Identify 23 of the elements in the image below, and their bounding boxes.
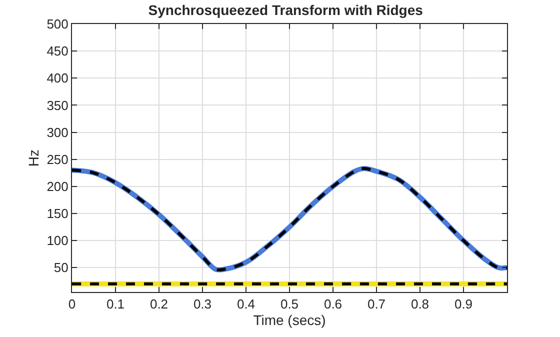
x-tick-label: 0.4 — [236, 296, 256, 312]
x-tick-label: 0.2 — [150, 296, 168, 312]
x-tick-label: 0.7 — [367, 296, 386, 312]
y-axis-title: Hz — [25, 149, 42, 167]
x-tick-label: 0.6 — [324, 296, 342, 312]
y-tick-label: 200 — [46, 178, 68, 194]
x-tick-label: 0.5 — [280, 296, 299, 312]
x-tick-label: 0.9 — [454, 296, 473, 312]
y-tick-label: 50 — [54, 260, 68, 276]
y-tick-label: 500 — [46, 16, 68, 32]
x-tick-label: 0.8 — [410, 296, 430, 312]
x-axis-title: Time (secs) — [253, 312, 326, 328]
y-tick-label: 350 — [46, 98, 68, 113]
y-tick-label: 400 — [46, 70, 68, 86]
y-tick-label: 100 — [46, 233, 68, 248]
y-tick-label: 300 — [46, 124, 68, 140]
y-tick-label: 150 — [46, 206, 68, 222]
x-tick-label: 0 — [68, 296, 76, 312]
y-tick-label: 250 — [46, 152, 68, 167]
y-tick-label: 450 — [46, 44, 68, 59]
x-tick-label: 0.1 — [106, 296, 125, 312]
x-tick-label: 0.3 — [193, 296, 212, 312]
chart-title: Synchrosqueezed Transform with Ridges — [148, 2, 424, 18]
